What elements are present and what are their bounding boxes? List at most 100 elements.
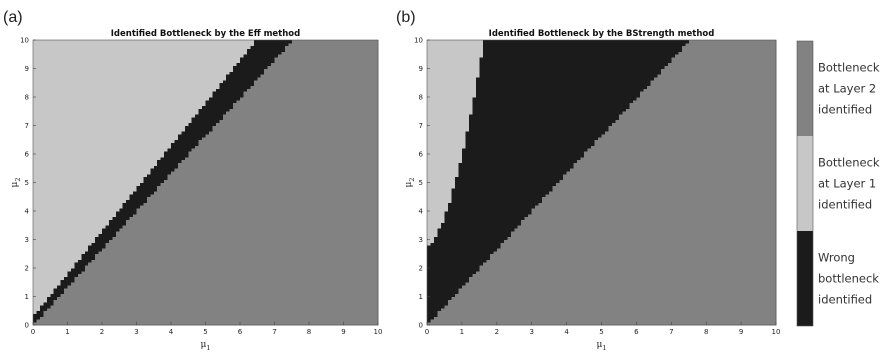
heatmap-cell-wrong	[53, 290, 65, 295]
heatmap-cell-wrong	[465, 139, 595, 143]
heatmap-cell-layer1	[427, 45, 484, 49]
heatmap-cell-wrong	[181, 131, 210, 135]
heatmap-cell-layer2	[660, 68, 777, 72]
y-tick-label: 10	[414, 37, 423, 45]
heatmap-cell-layer2	[667, 62, 777, 67]
heatmap-cell-layer2	[510, 233, 777, 238]
heatmap-cell-layer1	[33, 119, 193, 124]
heatmap-cell-wrong	[468, 114, 620, 118]
heatmap-cell-layer1	[33, 287, 55, 292]
heatmap-cell-layer2	[208, 131, 379, 135]
y-tick-label: 1	[419, 293, 423, 301]
heatmap-cell-wrong	[205, 102, 234, 106]
heatmap-cell-wrong	[88, 245, 106, 249]
heatmap-cell-layer2	[133, 213, 379, 218]
heatmap-cell-layer1	[33, 48, 248, 52]
heatmap-cell-layer2	[618, 116, 777, 121]
heatmap-cell-wrong	[108, 219, 127, 223]
x-tick-label: 7	[272, 328, 276, 336]
heatmap-cell-wrong	[174, 139, 199, 143]
heatmap-cell-layer1	[33, 151, 165, 155]
y-tick-label: 3	[419, 236, 423, 244]
heatmap-cell-layer2	[461, 285, 777, 289]
heatmap-cell-layer2	[685, 42, 777, 47]
heatmap-cell-layer2	[39, 316, 379, 320]
heatmap-cell-layer2	[108, 239, 379, 243]
heatmap-cell-wrong	[427, 282, 466, 286]
heatmap-cell-layer2	[67, 285, 379, 289]
heatmap-cell-layer1	[33, 114, 196, 118]
heatmap-cell-wrong	[36, 310, 44, 314]
heatmap-cell-wrong	[102, 230, 117, 235]
heatmap-cell-wrong	[215, 88, 248, 92]
heatmap-cell-layer1	[33, 85, 220, 89]
heatmap-cell-wrong	[74, 262, 89, 266]
heatmap-cell-layer1	[33, 88, 217, 92]
heatmap-cell-layer2	[573, 165, 777, 169]
heatmap-cell-layer2	[489, 253, 777, 257]
x-tick-label: 2	[100, 328, 104, 336]
heatmap-cell-layer2	[281, 51, 379, 55]
heatmap-cell-layer1	[427, 82, 477, 86]
heatmap-cell-layer2	[260, 74, 379, 78]
heatmap-cell-wrong	[468, 125, 609, 129]
heatmap-cell-wrong	[81, 256, 96, 260]
heatmap-cell-layer1	[33, 282, 61, 286]
heatmap-cell-wrong	[205, 99, 237, 104]
heatmap-cell-wrong	[461, 154, 585, 158]
y-tick-label: 9	[25, 65, 29, 73]
heatmap-cell-wrong	[119, 208, 137, 212]
heatmap-cell-wrong	[233, 68, 265, 72]
heatmap-cell-layer1	[427, 239, 435, 243]
heatmap-cell-layer1	[33, 242, 93, 246]
heatmap-cell-layer2	[81, 270, 379, 275]
x-tick-label: 0	[31, 328, 35, 336]
heatmap-cell-layer1	[33, 293, 51, 297]
heatmap-cell-layer1	[33, 248, 89, 252]
x-tick-label: 10	[374, 328, 383, 336]
heatmap-cell-layer1	[33, 139, 175, 143]
heatmap-cell-layer2	[219, 119, 379, 124]
heatmap-cell-wrong	[427, 290, 459, 295]
heatmap-cell-wrong	[468, 122, 613, 126]
heatmap-cell-layer2	[112, 236, 379, 240]
panel-a: (a) Identified Bottleneck by the Eff meth…	[3, 9, 382, 352]
heatmap-cell-wrong	[461, 151, 585, 155]
heatmap-cell-wrong	[465, 136, 599, 141]
heatmap-cell-layer1	[33, 45, 251, 49]
heatmap-cell-layer2	[674, 54, 777, 58]
heatmap-cell-wrong	[427, 248, 498, 252]
heatmap-cell-layer2	[622, 111, 777, 115]
heatmap-cell-wrong	[427, 310, 438, 314]
heatmap-cell-wrong	[171, 145, 196, 149]
heatmap-cell-layer2	[177, 162, 379, 166]
heatmap-cell-layer1	[427, 102, 473, 106]
heatmap-cell-layer2	[212, 125, 379, 129]
heatmap-cell-wrong	[458, 165, 574, 169]
heatmap-cell-wrong	[171, 142, 199, 146]
heatmap-cell-layer1	[33, 196, 130, 200]
heatmap-cell-wrong	[122, 205, 141, 209]
heatmap-cell-wrong	[167, 148, 193, 152]
heatmap-cell-wrong	[427, 259, 487, 263]
colorbar-swatch	[797, 231, 813, 326]
heatmap-cell-wrong	[246, 51, 282, 55]
heatmap-cell-layer1	[427, 79, 477, 84]
heatmap-cell-layer1	[427, 219, 445, 223]
heatmap-cell-layer2	[198, 142, 379, 146]
heatmap-cell-layer1	[33, 193, 130, 198]
heatmap-cell-wrong	[95, 239, 110, 243]
heatmap-cell-layer1	[427, 156, 463, 161]
heatmap-cell-layer1	[33, 131, 182, 135]
heatmap-cell-wrong	[60, 279, 75, 283]
heatmap-cell-layer2	[556, 182, 777, 186]
colorbar-label: identified	[818, 103, 872, 117]
heatmap-cell-layer2	[184, 156, 379, 161]
heatmap-cell-layer2	[226, 111, 379, 115]
heatmap-cell-wrong	[112, 216, 130, 220]
heatmap-cell-wrong	[427, 319, 431, 323]
heatmap-cell-wrong	[482, 48, 683, 52]
heatmap-cell-wrong	[447, 208, 533, 212]
heatmap-cell-layer1	[33, 211, 117, 215]
heatmap-cell-wrong	[67, 270, 82, 275]
